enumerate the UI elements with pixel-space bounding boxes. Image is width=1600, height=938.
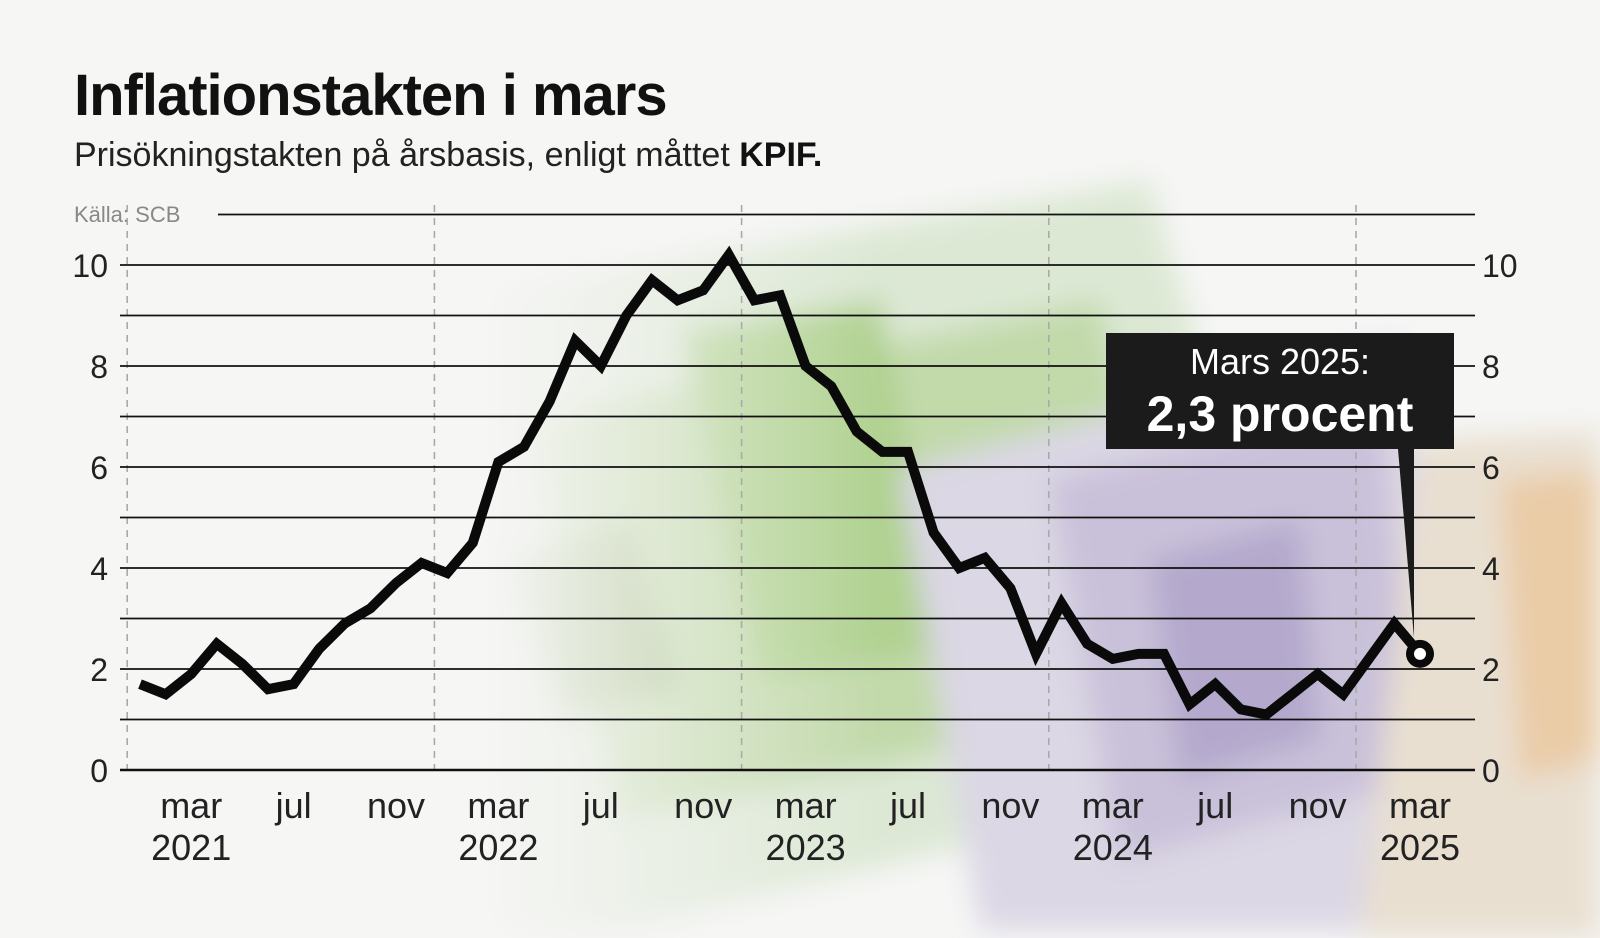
callout-value: 2,3 procent xyxy=(1146,386,1414,442)
x-tick-label-month: mar xyxy=(775,785,837,826)
y-tick-label-left: 6 xyxy=(90,450,108,486)
x-tick-label-month: jul xyxy=(582,785,619,826)
y-tick-label-left: 8 xyxy=(90,349,108,385)
x-tick-label-month: mar xyxy=(160,785,222,826)
y-tick-label-left: 10 xyxy=(72,248,108,284)
x-tick-label-month: nov xyxy=(367,785,425,826)
y-tick-label-left: 0 xyxy=(90,753,108,789)
x-tick-label-month: mar xyxy=(467,785,529,826)
y-tick-label-right: 4 xyxy=(1482,551,1500,587)
latest-value-callout: Mars 2025: 2,3 procent xyxy=(1106,333,1454,449)
y-tick-label-right: 2 xyxy=(1482,652,1500,688)
x-tick-label-month: mar xyxy=(1389,785,1451,826)
y-tick-label-right: 8 xyxy=(1482,349,1500,385)
x-tick-label-year: 2023 xyxy=(766,827,846,868)
callout-pointer xyxy=(1398,449,1414,638)
x-tick-label-month: nov xyxy=(674,785,732,826)
subtitle: Prisökningstakten på årsbasis, enligt må… xyxy=(74,136,822,175)
x-tick-label-year: 2025 xyxy=(1380,827,1460,868)
x-tick-label-month: jul xyxy=(275,785,312,826)
y-tick-label-right: 10 xyxy=(1482,248,1518,284)
y-tick-label-left: 2 xyxy=(90,652,108,688)
x-tick-label-year: 2021 xyxy=(151,827,231,868)
x-tick-label-month: jul xyxy=(1196,785,1233,826)
subtitle-measure: KPIF. xyxy=(739,136,823,174)
subtitle-text: Prisökningstakten på årsbasis, enligt må… xyxy=(74,136,740,174)
callout-date: Mars 2025: xyxy=(1189,341,1371,382)
y-tick-label-right: 6 xyxy=(1482,450,1500,486)
x-tick-label-year: 2024 xyxy=(1073,827,1153,868)
x-tick-label-month: jul xyxy=(889,785,926,826)
last-point-marker-center xyxy=(1414,647,1426,660)
series-line xyxy=(138,245,1424,720)
x-tick-label-month: nov xyxy=(981,785,1039,826)
x-tick-label-month: mar xyxy=(1082,785,1144,826)
x-tick-label-month: nov xyxy=(1289,785,1347,826)
x-tick-label-year: 2022 xyxy=(458,827,538,868)
page-title: Inflationstakten i mars xyxy=(74,63,668,128)
y-tick-label-right: 0 xyxy=(1482,753,1500,789)
y-tick-label-left: 4 xyxy=(90,551,108,587)
